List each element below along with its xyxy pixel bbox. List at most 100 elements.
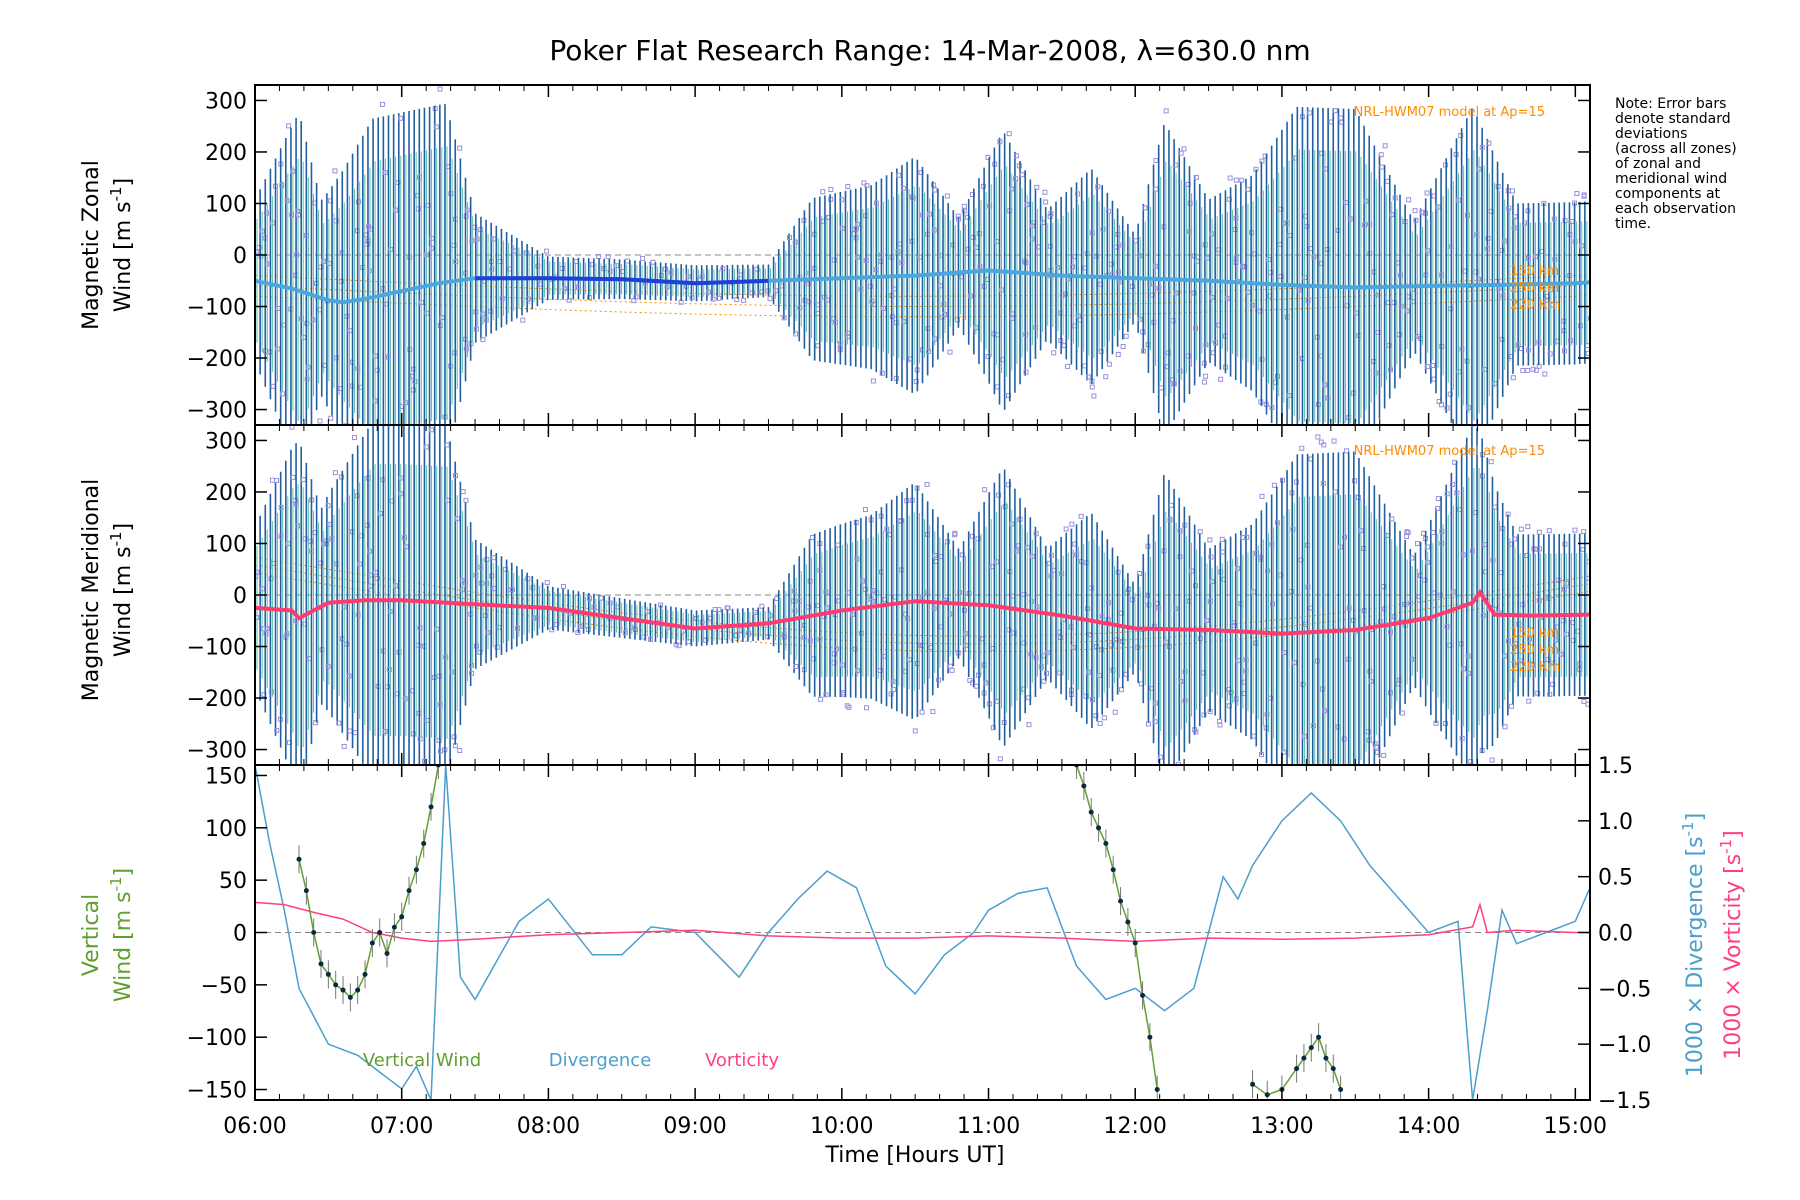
scatter-point	[460, 489, 466, 495]
scatter-point	[480, 337, 486, 343]
scatter-point	[459, 577, 465, 583]
scatter-point	[932, 552, 938, 558]
scatter-point	[931, 182, 937, 188]
scatter-point	[802, 634, 808, 640]
scatter-point	[256, 244, 262, 250]
scatter-point	[614, 263, 620, 269]
scatter-point	[1281, 749, 1287, 755]
vorticity-y2label-text: 1000 × Vorticity [s-1]	[1717, 830, 1746, 1059]
vertical-wind-point	[399, 914, 405, 920]
y-tick-label: −300	[187, 739, 247, 764]
scatter-point	[1291, 660, 1297, 666]
scatter-point	[457, 145, 463, 151]
scatter-point	[1115, 351, 1121, 357]
scatter-point	[1482, 542, 1488, 548]
meridional-height-labels: 150 km 250 km 220 Km	[1510, 626, 1560, 675]
scatter-point	[1075, 191, 1081, 197]
scatter-point	[1249, 302, 1255, 308]
scatter-point	[368, 572, 374, 578]
scatter-point	[328, 415, 334, 421]
scatter-point	[668, 269, 674, 275]
scatter-point	[457, 433, 461, 437]
legend-vertical-wind: Vertical Wind	[363, 1050, 481, 1071]
zonal-ylabel-line2: Wind [m s-1]	[107, 178, 136, 312]
scatter-point	[346, 673, 352, 679]
scatter-point	[863, 258, 869, 264]
scatter-point	[1013, 176, 1019, 182]
y-tick-label: −200	[187, 687, 247, 712]
scatter-point	[419, 299, 425, 305]
scatter-point	[607, 268, 613, 274]
scatter-point	[854, 254, 860, 260]
scatter-point	[1093, 713, 1099, 719]
scatter-point	[1137, 253, 1143, 259]
scatter-point	[759, 603, 765, 609]
scatter-point	[1302, 733, 1308, 739]
scatter-point	[1284, 220, 1290, 226]
scatter-point	[1546, 528, 1552, 534]
scatter-point	[1259, 158, 1265, 164]
y-tick-label: 100	[205, 817, 247, 842]
scatter-point	[1567, 338, 1573, 344]
scatter-point	[859, 578, 865, 584]
zonal-height-labels: 150 km 250 km 220 Km	[1510, 264, 1560, 313]
scatter-point	[1525, 367, 1531, 373]
meridional-ylabel-line2: Wind [m s-1]	[107, 523, 136, 657]
scatter-point	[295, 523, 301, 529]
scatter-point	[478, 564, 484, 570]
scatter-point	[1511, 225, 1517, 231]
scatter-point	[511, 248, 517, 254]
vertical-wind-point	[413, 867, 419, 873]
scatter-point	[401, 535, 407, 541]
scatter-point	[725, 605, 731, 611]
scatter-point	[1023, 331, 1029, 337]
scatter-point	[1290, 526, 1296, 532]
scatter-point	[453, 259, 459, 265]
scatter-point	[942, 311, 948, 317]
scatter-point	[1026, 722, 1032, 728]
scatter-point	[1332, 108, 1338, 114]
scatter-point	[428, 427, 434, 433]
scatter-point	[1140, 348, 1146, 354]
scatter-point	[1328, 444, 1332, 448]
y-tick-label: −200	[187, 347, 247, 372]
scatter-point	[364, 522, 370, 528]
scatter-point	[1074, 552, 1080, 558]
scatter-point	[877, 667, 883, 673]
scatter-point	[1450, 589, 1456, 595]
vertical-wind-point	[369, 940, 375, 946]
scatter-point	[386, 354, 392, 360]
scatter-point	[310, 317, 316, 323]
scatter-point	[1585, 350, 1590, 356]
scatter-point	[1475, 276, 1481, 282]
scatter-point	[509, 587, 515, 593]
scatter-point	[864, 705, 870, 711]
scatter-point	[1340, 442, 1344, 446]
scatter-point	[566, 297, 572, 303]
scatter-point	[385, 684, 391, 690]
scatter-point	[1251, 733, 1257, 739]
scatter-point	[1465, 653, 1471, 659]
scatter-point	[1374, 744, 1380, 750]
scatter-point	[1009, 311, 1015, 317]
y-tick-label: −100	[187, 1026, 247, 1051]
scatter-point	[1382, 143, 1388, 149]
scatter-point	[1453, 434, 1457, 438]
scatter-point	[1234, 566, 1240, 572]
x-tick-label: 08:00	[517, 1114, 580, 1139]
scatter-point	[347, 328, 353, 334]
scatter-point	[1488, 459, 1494, 465]
scatter-point	[792, 608, 798, 614]
scatter-point	[1112, 709, 1118, 715]
scatter-point	[1547, 691, 1553, 697]
scatter-point	[1454, 490, 1460, 496]
scatter-point	[1526, 698, 1532, 704]
scatter-point	[1224, 295, 1230, 301]
scatter-point	[716, 295, 722, 301]
note-line: components at	[1615, 186, 1721, 202]
legend-divergence: Divergence	[549, 1050, 652, 1071]
scatter-point	[1315, 434, 1321, 440]
scatter-point	[952, 532, 958, 538]
scatter-point	[468, 670, 474, 676]
scatter-point	[1460, 552, 1466, 558]
